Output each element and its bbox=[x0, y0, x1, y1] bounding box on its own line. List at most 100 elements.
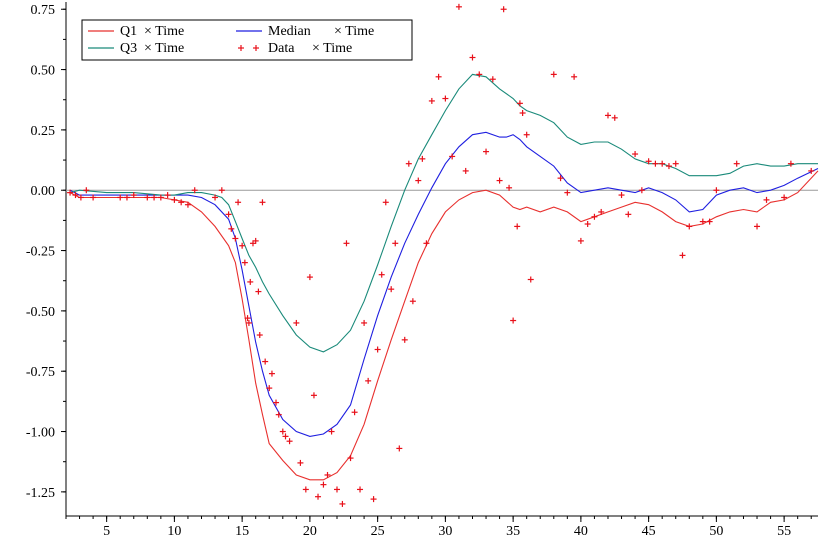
legend-label: Q1 bbox=[120, 24, 137, 39]
data-point-marker bbox=[255, 288, 262, 295]
data-point-marker bbox=[324, 471, 331, 478]
legend-label: Median bbox=[268, 24, 311, 39]
data-point-marker bbox=[652, 160, 659, 167]
y-tick-label: -0.25 bbox=[26, 245, 55, 260]
data-point-marker bbox=[157, 194, 164, 201]
data-point-marker bbox=[306, 274, 313, 281]
data-point-marker bbox=[787, 160, 794, 167]
data-point-marker bbox=[333, 486, 340, 493]
data-point-marker bbox=[419, 155, 426, 162]
y-tick-label: 0.75 bbox=[31, 3, 56, 18]
x-axis: 5 10 15 20 25 30 35 40 45 50 55 bbox=[65, 516, 812, 539]
data-point-marker bbox=[506, 184, 513, 191]
data-point-marker bbox=[442, 95, 449, 102]
data-point-marker bbox=[435, 73, 442, 80]
x-tick-label: 10 bbox=[167, 524, 181, 539]
data-point-marker bbox=[343, 240, 350, 247]
data-point-marker bbox=[604, 112, 611, 119]
y-tick-label: 0.25 bbox=[31, 124, 56, 139]
data-point-marker bbox=[591, 213, 598, 220]
data-point-marker bbox=[262, 358, 269, 365]
data-point-marker bbox=[144, 194, 151, 201]
data-point-marker bbox=[754, 223, 761, 230]
data-point-marker bbox=[618, 192, 625, 199]
data-point-marker bbox=[713, 187, 720, 194]
data-point-marker bbox=[659, 160, 666, 167]
data-point-marker bbox=[625, 211, 632, 218]
data-point-marker bbox=[489, 76, 496, 83]
data-point-marker bbox=[351, 409, 358, 416]
legend-item-q1: Q1 × Time bbox=[88, 24, 184, 39]
legend-item-data: Data × Time bbox=[238, 41, 352, 56]
data-point-marker bbox=[268, 370, 275, 377]
data-point-marker bbox=[239, 242, 246, 249]
data-point-marker bbox=[632, 151, 639, 158]
data-point-marker bbox=[808, 167, 815, 174]
data-point-marker bbox=[550, 71, 557, 78]
data-point-marker bbox=[218, 187, 225, 194]
data-point-marker bbox=[259, 199, 266, 206]
data-point-marker bbox=[388, 286, 395, 293]
plot-frame bbox=[65, 2, 818, 517]
data-point-marker bbox=[577, 237, 584, 244]
data-point-marker bbox=[228, 225, 235, 232]
data-point-marker bbox=[83, 187, 90, 194]
data-point-marker bbox=[357, 486, 364, 493]
data-point-marker bbox=[514, 223, 521, 230]
data-point-marker bbox=[256, 332, 263, 339]
legend-suffix: × Time bbox=[144, 41, 184, 56]
data-point-marker bbox=[90, 194, 97, 201]
data-point-marker bbox=[279, 428, 286, 435]
data-point-marker bbox=[763, 196, 770, 203]
data-point-marker bbox=[679, 252, 686, 259]
data-point-marker bbox=[584, 221, 591, 228]
data-point-marker bbox=[347, 455, 354, 462]
data-point-marker bbox=[282, 433, 289, 440]
data-point-marker bbox=[706, 218, 713, 225]
data-point-marker bbox=[370, 496, 377, 503]
data-point-marker bbox=[527, 276, 534, 283]
legend-suffix: × Time bbox=[312, 41, 352, 56]
x-tick-label: 45 bbox=[642, 524, 656, 539]
x-tick-label: 55 bbox=[777, 524, 791, 539]
data-point-marker bbox=[244, 315, 251, 322]
data-point-marker bbox=[382, 199, 389, 206]
x-tick-label: 40 bbox=[574, 524, 588, 539]
data-point-marker bbox=[665, 163, 672, 170]
legend-suffix: × Time bbox=[144, 24, 184, 39]
data-point-marker bbox=[178, 199, 185, 206]
data-point-marker bbox=[164, 192, 171, 199]
data-point-marker bbox=[123, 194, 130, 201]
data-point-marker bbox=[225, 211, 232, 218]
legend-label: Q3 bbox=[120, 41, 137, 56]
data-point-marker bbox=[598, 208, 605, 215]
y-tick-label: -1.00 bbox=[26, 426, 55, 441]
data-point-marker bbox=[245, 319, 252, 326]
data-point-marker bbox=[571, 73, 578, 80]
data-point-marker bbox=[564, 189, 571, 196]
data-markers-group bbox=[67, 3, 815, 507]
data-point-marker bbox=[462, 167, 469, 174]
data-point-marker bbox=[428, 97, 435, 104]
x-tick-label: 5 bbox=[103, 524, 110, 539]
data-point-marker bbox=[339, 500, 346, 507]
data-point-marker bbox=[252, 237, 259, 244]
data-point-marker bbox=[235, 199, 242, 206]
x-tick-label: 50 bbox=[709, 524, 723, 539]
y-tick-label: -0.50 bbox=[26, 305, 55, 320]
y-tick-label: 0.00 bbox=[31, 184, 56, 199]
data-point-marker bbox=[469, 54, 476, 61]
x-tick-label: 15 bbox=[235, 524, 249, 539]
series-line-q3 bbox=[69, 73, 818, 353]
data-point-marker bbox=[130, 192, 137, 199]
data-point-marker bbox=[733, 160, 740, 167]
data-point-marker bbox=[275, 411, 282, 418]
data-point-marker bbox=[496, 177, 503, 184]
data-point-marker bbox=[67, 189, 74, 196]
data-point-marker bbox=[302, 486, 309, 493]
data-point-marker bbox=[396, 445, 403, 452]
y-tick-label: 0.50 bbox=[31, 64, 56, 79]
data-point-marker bbox=[297, 459, 304, 466]
